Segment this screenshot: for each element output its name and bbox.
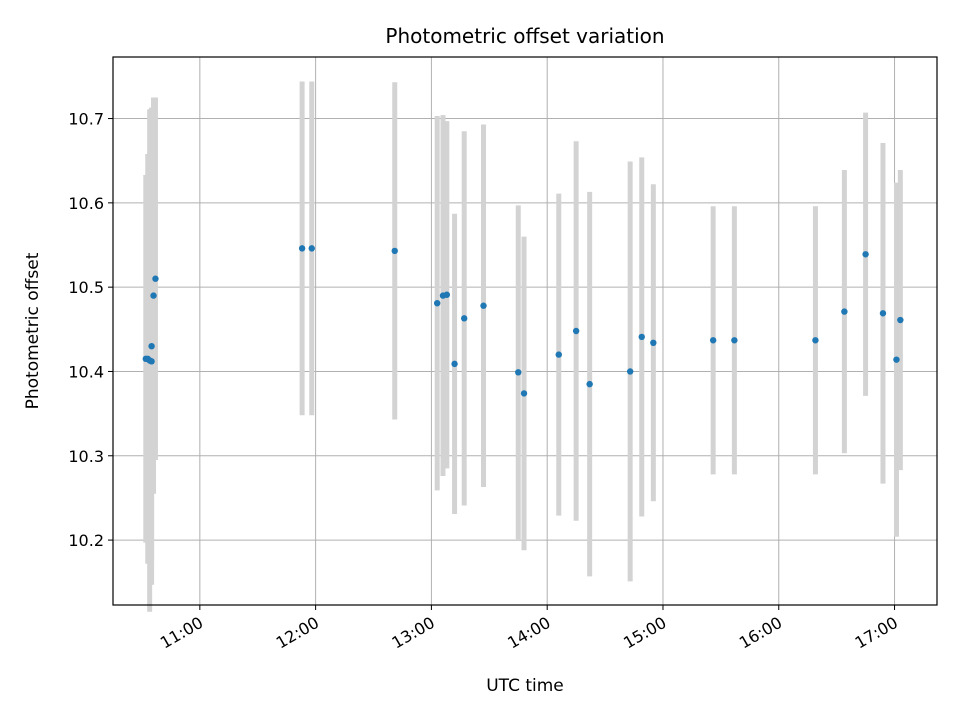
data-point [586,380,593,388]
data-point [731,337,738,344]
data-point [893,356,900,363]
data-point [391,247,398,255]
y-tick-label: 10.7 [68,110,104,129]
y-tick-label: 10.3 [68,447,104,466]
data-point [709,337,717,344]
data-point [150,292,157,299]
data-point [152,275,159,282]
data-point [520,390,528,397]
chart-title: Photometric offset variation [385,24,664,48]
data-point [515,369,522,376]
data-point [862,251,869,258]
data-point [148,342,155,350]
y-axis-label: Photometric offset [23,252,43,409]
x-axis-label: UTC time [486,676,564,696]
y-tick-label: 10.6 [68,194,104,213]
data-point [308,245,315,252]
data-point [148,358,155,365]
plot-frame [112,56,938,606]
y-axis-ticks: 10.2 10.3 10.4 10.5 10.6 10.7 [68,110,113,550]
data-point [626,368,634,375]
data-points [142,245,904,397]
data-point [480,302,487,309]
data-point [461,315,468,322]
data-point [879,310,887,317]
data-point [897,316,904,324]
y-tick-label: 10.2 [68,531,104,550]
data-point [572,327,580,335]
data-point [451,360,458,368]
data-point [555,351,562,358]
y-tick-label: 10.4 [68,362,104,381]
data-point [841,308,848,315]
data-point [812,337,819,344]
data-point [433,299,441,307]
y-tick-label: 10.5 [68,278,104,297]
data-point [298,245,306,252]
data-point [650,339,657,347]
data-point [443,291,451,298]
data-point [638,333,645,341]
